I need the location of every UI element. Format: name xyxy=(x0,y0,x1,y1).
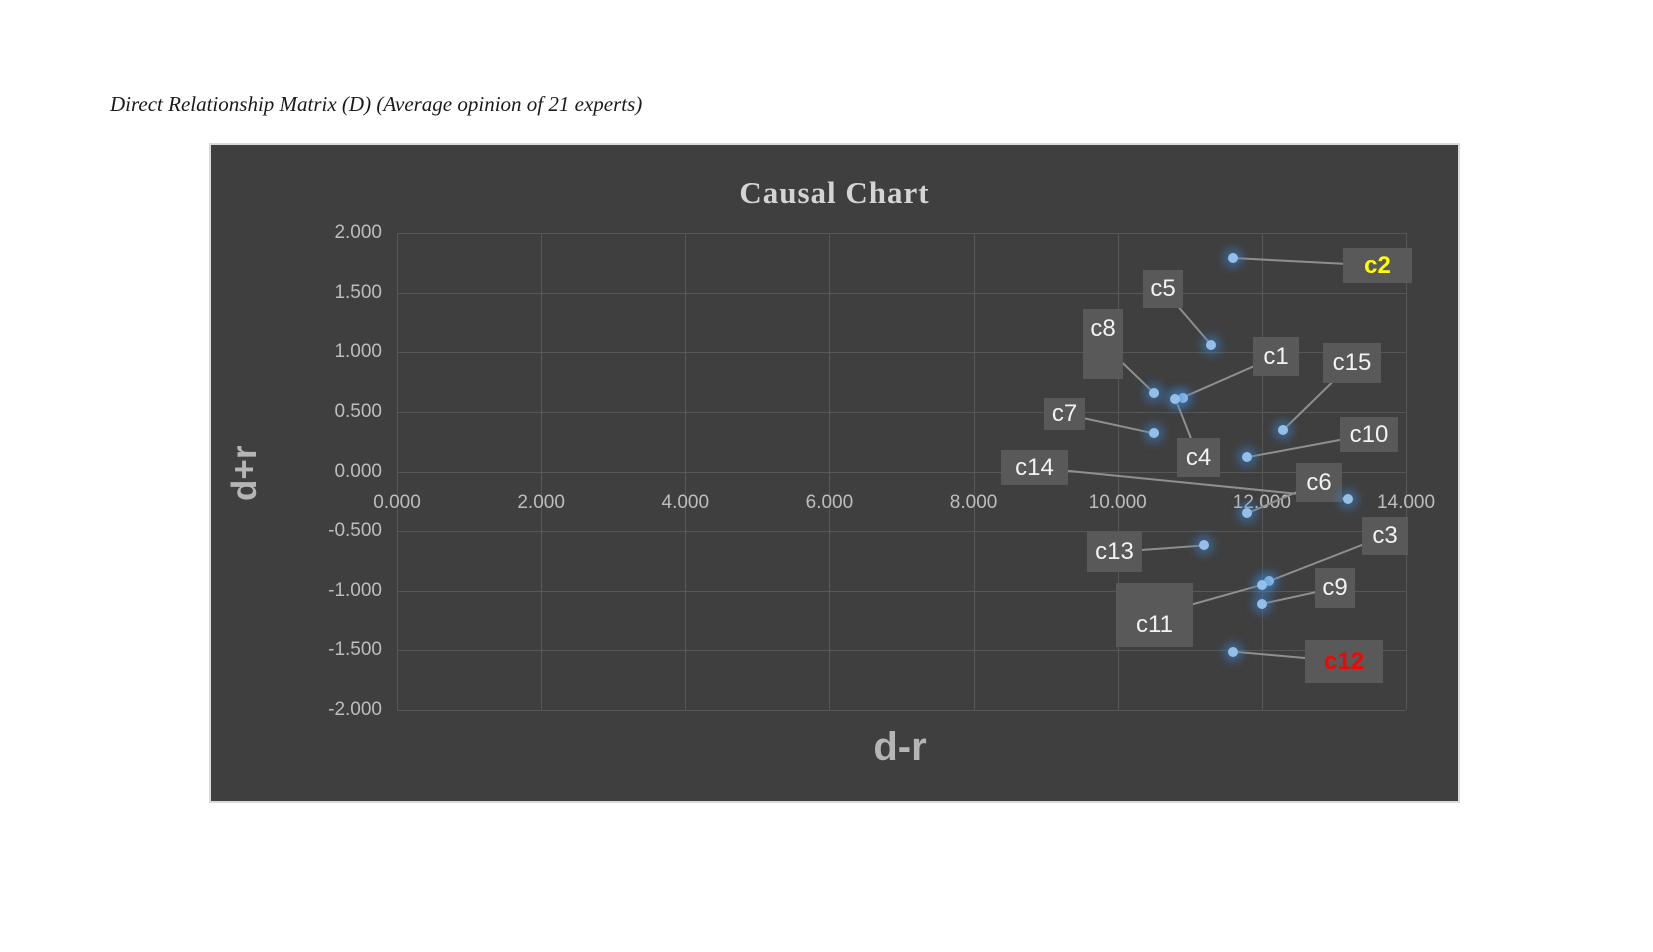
x-axis-title: d-r xyxy=(873,725,927,769)
data-label-c2[interactable]: c2 xyxy=(1343,248,1412,283)
gridline xyxy=(397,531,1406,533)
data-point-c11[interactable] xyxy=(1256,579,1267,590)
x-tick-label: 0.000 xyxy=(373,491,421,513)
data-point-c9[interactable] xyxy=(1256,598,1267,609)
y-tick-label: 0.000 xyxy=(334,460,382,482)
gridline xyxy=(1406,233,1407,710)
gridline xyxy=(397,352,1406,354)
data-label-c14[interactable]: c14 xyxy=(1001,450,1068,485)
data-points xyxy=(211,145,1458,801)
y-tick-label: -2.000 xyxy=(328,699,382,720)
data-label-c6[interactable]: c6 xyxy=(1296,463,1342,502)
data-point-c8[interactable] xyxy=(1148,387,1159,398)
x-tick-label: 8.000 xyxy=(949,491,998,513)
y-tick-label: -0.500 xyxy=(328,520,382,542)
gridline xyxy=(397,710,1406,711)
gridline xyxy=(397,471,1406,473)
document-heading: Direct Relationship Matrix (D) (Average … xyxy=(110,92,643,116)
data-label-c12[interactable]: c12 xyxy=(1305,640,1383,683)
data-label-c13[interactable]: c13 xyxy=(1087,532,1142,572)
data-point-c7[interactable] xyxy=(1148,428,1159,439)
data-label-c8[interactable]: c8 xyxy=(1083,309,1123,379)
y-tick-label: -1.500 xyxy=(328,639,382,661)
data-point-c14[interactable] xyxy=(1343,493,1354,504)
gridline xyxy=(397,292,1406,294)
data-point-c2[interactable] xyxy=(1228,253,1239,264)
y-tick-label: 2.000 xyxy=(334,222,382,243)
data-label-c4[interactable]: c4 xyxy=(1177,438,1220,477)
y-tick-label: 1.500 xyxy=(334,281,382,303)
data-label-c3[interactable]: c3 xyxy=(1362,517,1408,555)
data-point-c6[interactable] xyxy=(1242,508,1253,519)
data-label-c5[interactable]: c5 xyxy=(1143,270,1183,308)
data-label-c1[interactable]: c1 xyxy=(1253,337,1299,376)
gridline xyxy=(397,233,1406,234)
y-axis-title: d+r xyxy=(225,445,264,501)
data-label-c7[interactable]: c7 xyxy=(1044,398,1085,430)
data-point-c13[interactable] xyxy=(1199,540,1210,551)
x-tick-label: 6.000 xyxy=(805,491,854,513)
chart-title: Causal Chart xyxy=(739,175,930,210)
causal-chart[interactable]: Causal Chart 0.000 2.000 4.000 6.000 8.000 10… xyxy=(209,143,1460,803)
data-label-c11[interactable]: c11 xyxy=(1116,583,1193,647)
x-tick-label: 4.000 xyxy=(661,491,710,513)
y-tick-label: 1.000 xyxy=(334,341,382,363)
data-point-c10[interactable] xyxy=(1242,452,1253,463)
gridline xyxy=(397,590,1406,592)
data-label-c10[interactable]: c10 xyxy=(1340,417,1398,452)
data-label-c15[interactable]: c15 xyxy=(1323,343,1381,383)
gridline xyxy=(397,411,1406,413)
data-point-c15[interactable] xyxy=(1278,424,1289,435)
gridline xyxy=(397,650,1406,652)
data-point-c5[interactable] xyxy=(1206,340,1217,351)
data-point-c4[interactable] xyxy=(1170,393,1181,404)
x-tick-label: 2.000 xyxy=(517,491,565,513)
x-tick-label: 14.000 xyxy=(1376,491,1436,513)
data-label-c9[interactable]: c9 xyxy=(1315,568,1355,608)
data-point-c12[interactable] xyxy=(1228,646,1239,657)
y-tick-label: -1.000 xyxy=(328,579,382,601)
y-tick-label: 0.500 xyxy=(334,400,382,422)
